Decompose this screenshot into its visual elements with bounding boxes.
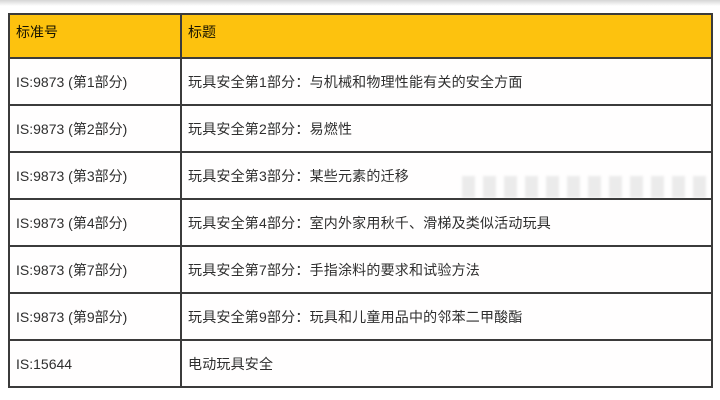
screenshot-top-edge [0,0,720,6]
table-body: IS:9873 (第1部分) 玩具安全第1部分：与机械和物理性能有关的安全方面 IS… [8,57,713,388]
title-cell: 玩具安全第7部分：手指涂料的要求和试验方法 [180,245,713,294]
title-cell: 玩具安全第3部分：某些元素的迁移 [180,151,713,200]
table-row: IS:9873 (第2部分) 玩具安全第2部分：易燃性 [8,104,713,153]
title-cell: 玩具安全第9部分：玩具和儿童用品中的邻苯二甲酸酯 [180,292,713,341]
standard-number-cell: IS:9873 (第2部分) [8,104,182,153]
title-cell: 玩具安全第2部分：易燃性 [180,104,713,153]
title-cell: 电动玩具安全 [180,339,713,388]
title-cell: 玩具安全第1部分：与机械和物理性能有关的安全方面 [180,57,713,106]
table-row: IS:9873 (第9部分) 玩具安全第9部分：玩具和儿童用品中的邻苯二甲酸酯 [8,292,713,341]
standard-number-cell: IS:9873 (第9部分) [8,292,182,341]
table-row: IS:9873 (第1部分) 玩具安全第1部分：与机械和物理性能有关的安全方面 [8,57,713,106]
table-row: IS:15644 电动玩具安全 [8,339,713,388]
standards-table: 标准号 标题 IS:9873 (第1部分) 玩具安全第1部分：与机械和物理性能有关… [8,13,713,388]
header-standard-number: 标准号 [8,13,182,59]
table-row: IS:9873 (第7部分) 玩具安全第7部分：手指涂料的要求和试验方法 [8,245,713,294]
standard-number-cell: IS:9873 (第4部分) [8,198,182,247]
header-title: 标题 [180,13,713,59]
header-row: 标准号 标题 [8,13,713,59]
table-row: IS:9873 (第4部分) 玩具安全第4部分：室内外家用秋千、滑梯及类似活动玩具 [8,198,713,247]
standard-number-cell: IS:9873 (第7部分) [8,245,182,294]
standard-number-cell: IS:9873 (第3部分) [8,151,182,200]
standard-number-cell: IS:15644 [8,339,182,388]
table-row: IS:9873 (第3部分) 玩具安全第3部分：某些元素的迁移 [8,151,713,200]
title-cell: 玩具安全第4部分：室内外家用秋千、滑梯及类似活动玩具 [180,198,713,247]
standard-number-cell: IS:9873 (第1部分) [8,57,182,106]
